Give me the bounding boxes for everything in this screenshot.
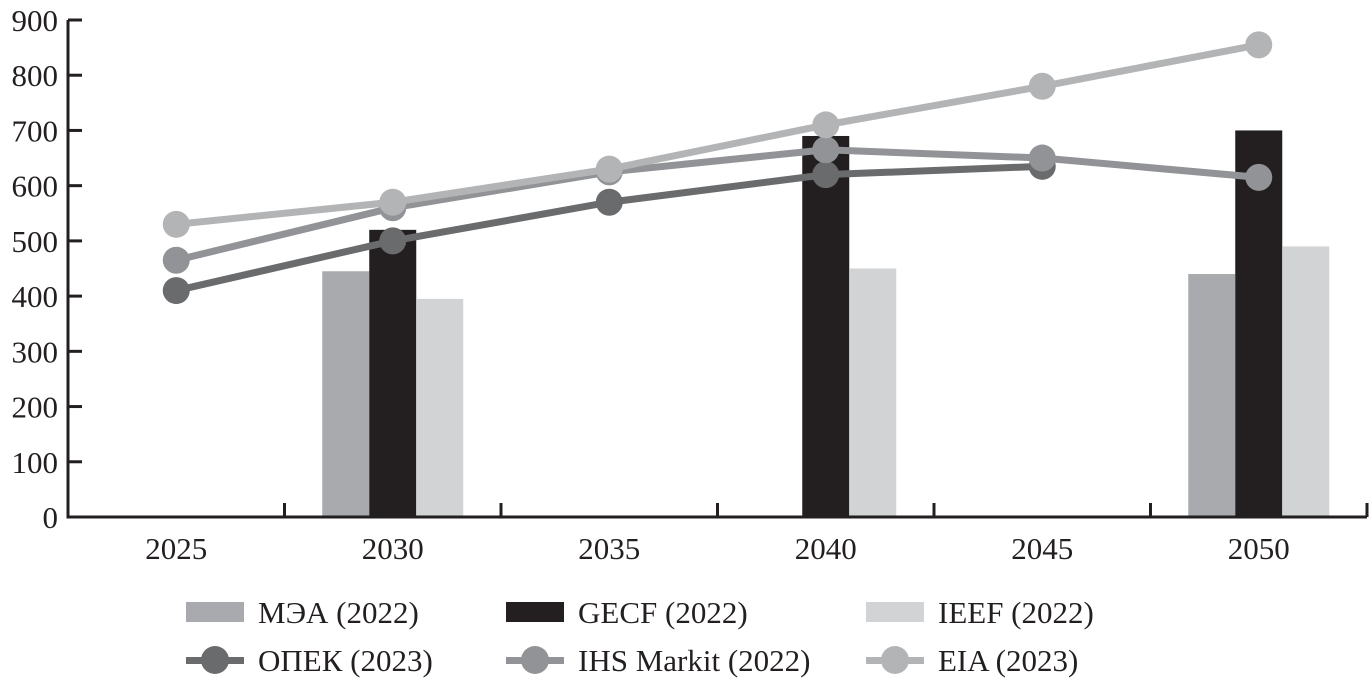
line-marker-series1-5 bbox=[1245, 163, 1273, 191]
bar-series2-cat3 bbox=[849, 268, 897, 517]
chart-legend: МЭА (2022) GECF (2022) IEEF (2022) ОПЕК … bbox=[186, 588, 1094, 680]
y-tick-label: 0 bbox=[43, 500, 59, 535]
combo-chart: 0 100 200 300 400 500 600 700 800 900 2025 2030 2035… bbox=[12, 3, 1369, 566]
bar-series1-cat1 bbox=[369, 229, 417, 517]
line-marker-series0-2 bbox=[595, 188, 623, 216]
line-marker-series2-0 bbox=[162, 210, 190, 238]
line-marker-series2-2 bbox=[595, 155, 623, 183]
legend-item-eia-2023: EIA (2023) bbox=[866, 645, 1078, 676]
legend-label-ieef: IEEF (2022) bbox=[938, 594, 1094, 630]
line-marker-series0-3 bbox=[812, 161, 840, 189]
mea-bar-swatch bbox=[186, 602, 244, 622]
y-tick-label: 300 bbox=[12, 334, 59, 369]
line-marker-series1-3 bbox=[812, 136, 840, 164]
y-tick-label: 700 bbox=[12, 113, 59, 148]
x-tick-label: 2045 bbox=[1011, 531, 1073, 566]
y-tick-label: 400 bbox=[12, 279, 59, 314]
line-series2 bbox=[175, 41, 1260, 228]
legend-item-mea-2022: МЭА (2022) bbox=[186, 597, 506, 628]
y-tick-label: 100 bbox=[12, 445, 59, 480]
opek-line-swatch bbox=[186, 646, 244, 674]
legend-item-ieef-2022: IEEF (2022) bbox=[866, 597, 1094, 628]
eia-line-swatch bbox=[866, 646, 924, 674]
bar-series0-cat1 bbox=[322, 271, 370, 517]
x-tick-label: 2030 bbox=[362, 531, 424, 566]
legend-label-gecf: GECF (2022) bbox=[578, 594, 748, 630]
y-tick-label: 800 bbox=[12, 58, 59, 93]
line-marker-series1-4 bbox=[1028, 144, 1056, 172]
y-tick-label: 600 bbox=[12, 169, 59, 204]
legend-item-opek-2023: ОПЕК (2023) bbox=[186, 645, 506, 676]
line-marker-series2-1 bbox=[379, 188, 407, 216]
ihs-markit-line-swatch bbox=[506, 646, 564, 674]
bar-series1-cat3 bbox=[802, 135, 850, 517]
line-marker-series0-1 bbox=[379, 227, 407, 255]
line-marker-series2-5 bbox=[1245, 31, 1273, 59]
legend-row-bars: МЭА (2022) GECF (2022) IEEF (2022) bbox=[186, 588, 1094, 636]
legend-row-lines: ОПЕК (2023) IHS Markit (2022) EIA (2023) bbox=[186, 636, 1094, 680]
y-tick-label: 200 bbox=[12, 390, 59, 425]
bar-series2-cat1 bbox=[416, 298, 464, 517]
gecf-bar-swatch bbox=[506, 602, 564, 622]
legend-label-ihs-markit: IHS Markit (2022) bbox=[578, 642, 811, 678]
legend-label-opek: ОПЕК (2023) bbox=[258, 642, 433, 678]
line-series1 bbox=[175, 146, 1260, 264]
x-tick-label: 2025 bbox=[145, 531, 207, 566]
x-tick-label: 2050 bbox=[1228, 531, 1290, 566]
legend-label-mea: МЭА (2022) bbox=[258, 594, 419, 630]
bar-series0-cat5 bbox=[1188, 274, 1236, 517]
legend-item-ihs-markit-2022: IHS Markit (2022) bbox=[506, 645, 866, 676]
y-tick-label: 500 bbox=[12, 224, 59, 259]
line-marker-series2-3 bbox=[812, 111, 840, 139]
line-marker-series1-0 bbox=[162, 246, 190, 274]
line-marker-series0-0 bbox=[162, 277, 190, 305]
bar-series2-cat5 bbox=[1282, 246, 1330, 517]
legend-label-eia: EIA (2023) bbox=[938, 642, 1079, 678]
bar-series1-cat5 bbox=[1235, 130, 1283, 517]
x-tick-label: 2040 bbox=[795, 531, 857, 566]
y-tick-label: 900 bbox=[12, 3, 59, 38]
legend-item-gecf-2022: GECF (2022) bbox=[506, 597, 866, 628]
line-marker-series2-4 bbox=[1028, 72, 1056, 100]
ieef-bar-swatch bbox=[866, 602, 924, 622]
x-tick-label: 2035 bbox=[578, 531, 640, 566]
